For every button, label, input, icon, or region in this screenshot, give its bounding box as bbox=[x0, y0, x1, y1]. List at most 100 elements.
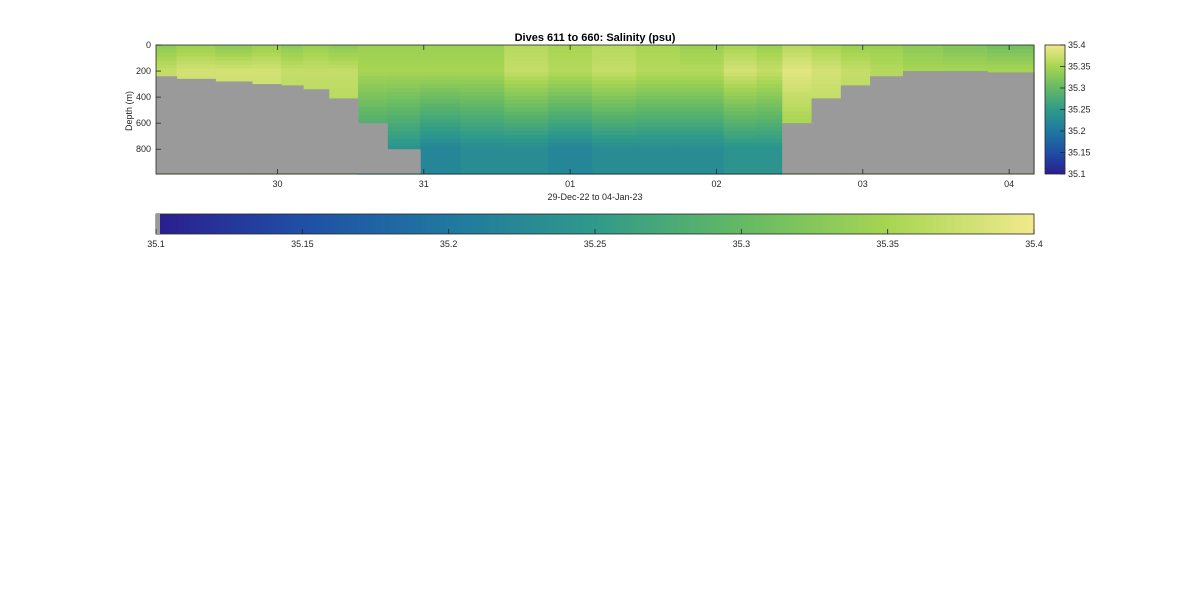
heatmap-cell bbox=[679, 162, 725, 167]
heatmap-cell bbox=[592, 142, 637, 148]
heatmap-cell bbox=[387, 103, 421, 109]
heatmap-cell bbox=[870, 52, 904, 58]
heatmap-cell bbox=[504, 131, 549, 136]
heatmap-cell bbox=[420, 91, 461, 97]
heatmap-cell bbox=[357, 48, 388, 54]
heatmap-cell bbox=[723, 99, 758, 105]
heatmap-cell bbox=[987, 45, 1035, 50]
heatmap-cell bbox=[592, 146, 637, 152]
heatmap-cell bbox=[460, 99, 505, 105]
heatmap-cell bbox=[723, 138, 758, 144]
heatmap-cell bbox=[387, 72, 421, 77]
heatmap-cell bbox=[548, 80, 593, 85]
heatmap-cell bbox=[756, 119, 783, 124]
heatmap-cell bbox=[782, 60, 813, 66]
heatmap-cell bbox=[635, 91, 681, 97]
heatmap-cell bbox=[943, 68, 988, 73]
heatmap-cell bbox=[635, 115, 681, 120]
heatmap-cell bbox=[635, 107, 681, 113]
heatmap-cell bbox=[782, 88, 813, 93]
colorbar-horizontal-tick-label: 35.4 bbox=[1025, 239, 1043, 249]
heatmap-cell bbox=[679, 68, 725, 73]
heatmap-cell bbox=[215, 72, 253, 77]
heatmap-cell bbox=[723, 72, 758, 77]
heatmap-cell bbox=[723, 45, 758, 50]
heatmap-cell bbox=[251, 60, 282, 66]
heatmap-cell bbox=[176, 48, 216, 54]
heatmap-cell bbox=[756, 52, 783, 58]
heatmap-cell bbox=[723, 150, 758, 156]
heatmap-cell bbox=[328, 95, 359, 101]
heatmap-cell bbox=[176, 64, 216, 70]
heatmap-cell bbox=[156, 56, 178, 62]
heatmap-cell bbox=[723, 76, 758, 81]
heatmap-cell bbox=[723, 127, 758, 132]
heatmap-cell bbox=[548, 64, 593, 70]
heatmap-cell bbox=[303, 84, 330, 89]
heatmap-cell bbox=[460, 123, 505, 128]
heatmap-cell bbox=[387, 127, 421, 132]
heatmap-cell bbox=[281, 64, 304, 70]
heatmap-cell bbox=[548, 76, 593, 81]
heatmap-cell bbox=[679, 154, 725, 159]
heatmap-cell bbox=[357, 52, 388, 58]
heatmap-cell bbox=[840, 60, 871, 66]
heatmap-cell bbox=[635, 134, 681, 140]
heatmap-cell bbox=[460, 95, 505, 101]
colorbar-horizontal: 35.1 35.15 35.2 35.25 35.3 35.35 35.4 bbox=[147, 213, 1043, 249]
heatmap-cell bbox=[840, 80, 871, 85]
heatmap-cell bbox=[840, 56, 871, 62]
heatmap-cell bbox=[504, 68, 549, 73]
heatmap-cell bbox=[635, 103, 681, 109]
heatmap-cell bbox=[592, 64, 637, 70]
heatmap-cell bbox=[303, 72, 330, 77]
heatmap-cell bbox=[840, 45, 871, 50]
heatmap-cell bbox=[548, 48, 593, 54]
heatmap-cell bbox=[460, 107, 505, 113]
heatmap-cell bbox=[420, 68, 461, 73]
heatmap-cell bbox=[723, 84, 758, 89]
heatmap-cell bbox=[782, 72, 813, 77]
heatmap-cell bbox=[723, 115, 758, 120]
heatmap-cell bbox=[679, 76, 725, 81]
heatmap-cell bbox=[156, 52, 178, 58]
heatmap-cell bbox=[504, 72, 549, 77]
heatmap-cell bbox=[756, 48, 783, 54]
heatmap-cell bbox=[903, 52, 944, 58]
heatmap-cell bbox=[504, 127, 549, 132]
heatmap-cell bbox=[870, 45, 904, 50]
heatmap-cell bbox=[723, 131, 758, 136]
heatmap-cell bbox=[303, 52, 330, 58]
heatmap-cell bbox=[679, 107, 725, 113]
heatmap-cell bbox=[811, 84, 842, 89]
colorbar-vertical-tick-label: 35.15 bbox=[1068, 148, 1091, 158]
heatmap-cell bbox=[782, 107, 813, 113]
heatmap-cell bbox=[357, 60, 388, 66]
heatmap-cell bbox=[723, 123, 758, 128]
heatmap-cell bbox=[782, 45, 813, 50]
heatmap-cell bbox=[504, 84, 549, 89]
bathymetry-mask bbox=[156, 71, 1035, 174]
heatmap-cell bbox=[679, 45, 725, 50]
heatmap-cell bbox=[387, 64, 421, 70]
heatmap-cell bbox=[635, 88, 681, 93]
heatmap-cell bbox=[420, 115, 461, 120]
heatmap-cell bbox=[460, 142, 505, 148]
heatmap-cell bbox=[420, 170, 461, 175]
heatmap-cell bbox=[592, 166, 637, 171]
colorbar-horizontal-tick-label: 35.1 bbox=[147, 239, 165, 249]
heatmap-cell bbox=[357, 103, 388, 109]
heatmap-cell bbox=[156, 60, 178, 66]
heatmap-cell bbox=[328, 45, 359, 50]
heatmap-cell bbox=[548, 68, 593, 73]
heatmap-cell bbox=[756, 88, 783, 93]
heatmap-cell bbox=[592, 103, 637, 109]
heatmap-cell bbox=[756, 146, 783, 152]
bathymetry-block bbox=[782, 123, 813, 174]
heatmap-cell bbox=[420, 131, 461, 136]
heatmap-cell bbox=[756, 166, 783, 171]
heatmap-cell bbox=[357, 88, 388, 93]
heatmap-cell bbox=[635, 138, 681, 144]
heatmap-cell bbox=[303, 48, 330, 54]
heatmap-cell bbox=[357, 64, 388, 70]
